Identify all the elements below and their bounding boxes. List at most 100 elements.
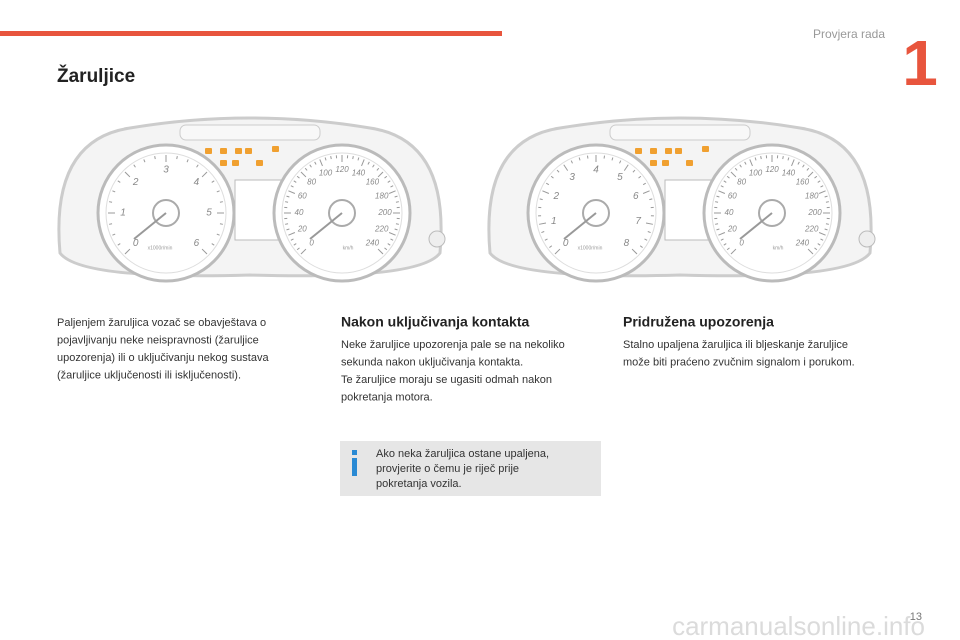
warning-lamp	[220, 148, 227, 154]
gauge-tick	[296, 247, 300, 251]
gauge-tick	[154, 156, 156, 160]
gauge-unit: km/h	[773, 245, 784, 251]
gauge-tick	[330, 156, 332, 160]
gauge-hub	[152, 199, 180, 227]
gauge-label: 1	[120, 208, 126, 219]
gauge-label: 2	[552, 191, 559, 202]
watermark: carmanualsonline.info	[672, 611, 925, 640]
gauge-label: 20	[727, 225, 737, 234]
gauge-label: 140	[352, 168, 366, 177]
gauge-label: 120	[335, 165, 349, 174]
page-title: Žaruljice	[57, 65, 135, 87]
knob	[858, 230, 876, 248]
warning-lamp	[665, 148, 672, 154]
gauge-tick	[791, 159, 795, 167]
warning-lamp	[220, 160, 227, 166]
gauge-tick	[394, 195, 398, 198]
gauge-tick	[286, 195, 290, 198]
gauge-tick	[293, 180, 297, 183]
gauge-tick	[309, 164, 312, 168]
gauge-tick	[304, 167, 308, 171]
gauge-tick	[734, 167, 738, 171]
gauge-tick	[290, 238, 294, 241]
gauge-tick	[219, 201, 223, 203]
cluster-top	[179, 124, 321, 141]
text-line: provjerite o čemu je riječ prije	[376, 463, 519, 475]
gauge-tick	[749, 159, 753, 167]
gauge-tick	[723, 180, 727, 183]
gauge-label: 6	[633, 191, 639, 202]
text-line: može biti praćeno zvučnim signalom i por…	[623, 356, 855, 368]
warning-lamp	[205, 148, 212, 154]
text-line: pokretanja motora.	[341, 391, 433, 403]
gauge-tick	[814, 247, 818, 251]
gauge-tick	[739, 164, 742, 168]
gauge-label: 240	[795, 239, 810, 248]
gauge-label: 100	[749, 168, 763, 177]
gauge-tick	[806, 167, 810, 171]
gauge-tick	[716, 195, 720, 198]
gauge-tick	[539, 222, 547, 225]
gauge-tick	[133, 164, 136, 168]
gauge-tick	[377, 171, 384, 178]
gauge-tick	[388, 190, 396, 194]
text-line: Te žaruljice moraju se ugasiti odmah nak…	[341, 374, 552, 386]
text-line: (žaruljice uključenosti ili isključenost…	[57, 369, 241, 381]
gauge-label: 60	[728, 192, 737, 201]
gauge-label: 220	[804, 225, 819, 234]
gauge-tick	[754, 157, 757, 161]
gauge-tick	[286, 228, 290, 231]
gauge-tick	[718, 232, 726, 236]
gauge-label: 160	[796, 178, 810, 187]
gauge-label: 6	[194, 238, 200, 249]
gauge-tick	[176, 156, 178, 160]
gauge-tick	[211, 180, 215, 183]
gauge-tick	[639, 245, 643, 248]
gauge-tick	[324, 157, 327, 161]
gauge-tick	[578, 157, 581, 161]
gauge-tick	[357, 157, 360, 161]
gauge-tick	[824, 195, 828, 198]
gauge-tick	[216, 190, 220, 193]
gauge-tick	[638, 175, 642, 179]
gauge-label: 80	[307, 178, 316, 187]
header-bar	[0, 31, 502, 36]
gauge-tick	[825, 201, 829, 203]
gauge-tick	[112, 233, 116, 236]
gauge-tick	[642, 190, 650, 194]
gauge-tick	[814, 175, 818, 179]
gauge-tick	[818, 190, 826, 194]
text-line: pojavljivanju neke neispravnosti (žarulj…	[57, 334, 259, 346]
gauge-tick	[632, 169, 636, 173]
gauge-tick	[201, 248, 208, 255]
gauge-label: 8	[624, 238, 630, 249]
gauge-label: 180	[375, 192, 389, 201]
gauge-tick	[293, 243, 297, 246]
gauge-tick	[124, 248, 131, 255]
gauge-tick	[818, 232, 826, 236]
gauge-label: 5	[617, 172, 623, 183]
text-line: Neke žaruljice upozorenja pale se na nek…	[341, 339, 565, 351]
gauge-tick	[644, 238, 648, 241]
warning-lamp	[702, 146, 709, 152]
text-line: sekunda nakon uključivanja kontakta.	[341, 356, 523, 368]
text-line: Paljenjem žaruljica vozač se obavještava…	[57, 317, 266, 329]
warning-lamp	[635, 148, 642, 154]
gauge-tick	[211, 243, 215, 246]
gauge-tick	[314, 161, 317, 165]
info-icon-bar	[352, 458, 357, 476]
gauge-tick	[715, 223, 719, 225]
gauge-tick	[556, 169, 560, 173]
gauge-tick	[377, 248, 384, 255]
gauge-tick	[352, 156, 354, 160]
gauge-tick	[820, 238, 824, 241]
gauge-label: 3	[569, 172, 575, 183]
gauge-tick	[720, 238, 724, 241]
gauge-tick	[361, 159, 365, 167]
gauge-tick	[542, 190, 550, 194]
gauge-label: 180	[805, 192, 819, 201]
gauge-tick	[124, 171, 131, 178]
warning-lamp	[662, 160, 669, 166]
gauge-tick	[817, 180, 821, 183]
info-icon-dot	[352, 450, 357, 455]
